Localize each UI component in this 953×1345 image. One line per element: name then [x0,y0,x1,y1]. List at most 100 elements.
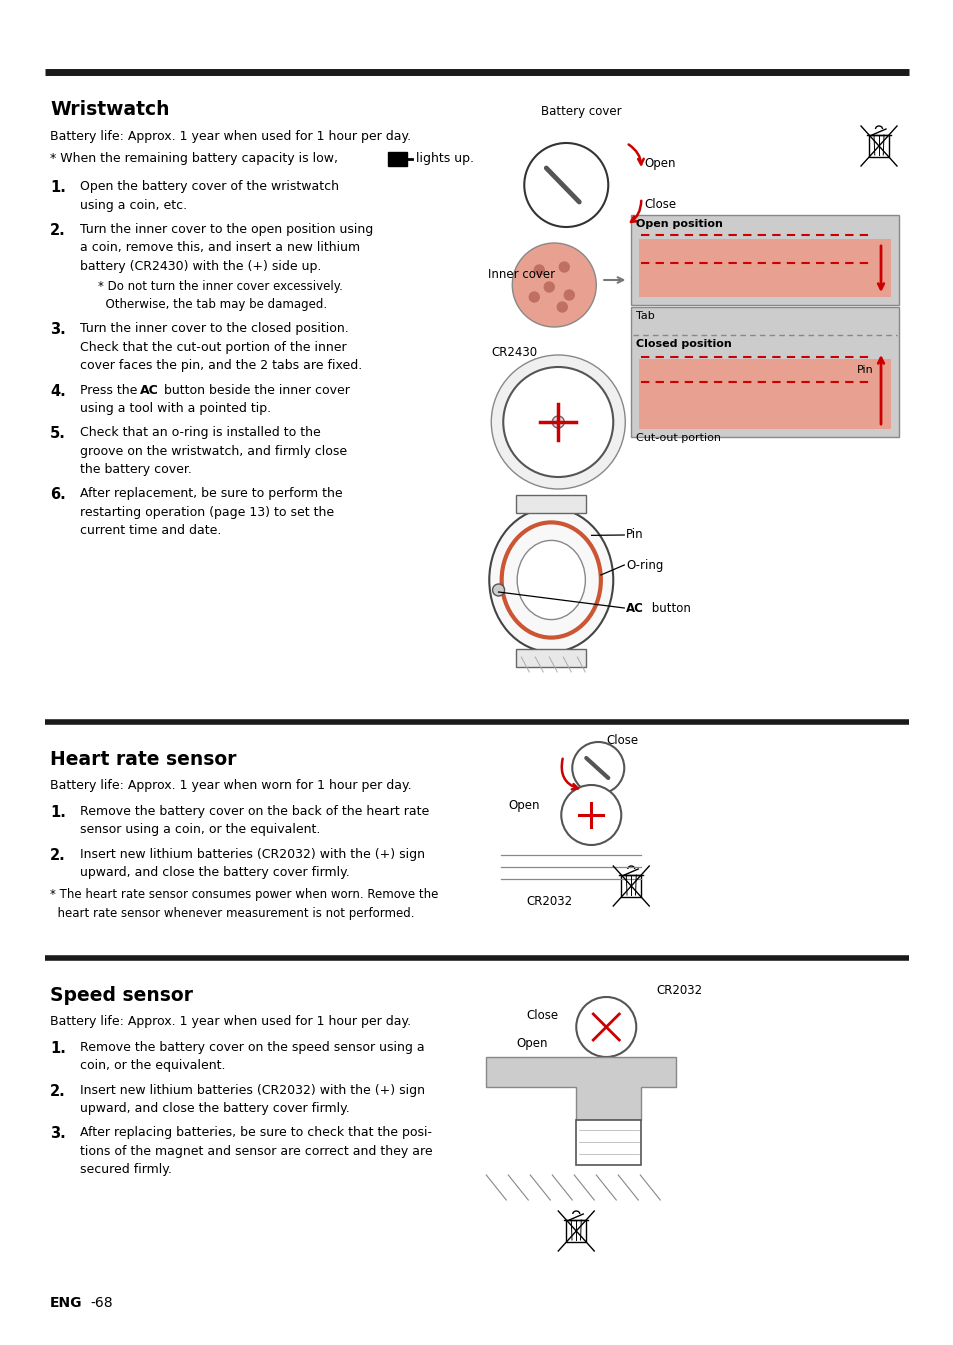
Circle shape [576,997,636,1057]
Circle shape [491,355,624,490]
Text: button: button [648,601,690,615]
Text: 6.: 6. [50,487,66,502]
Text: upward, and close the battery cover firmly.: upward, and close the battery cover firm… [80,866,350,880]
FancyBboxPatch shape [868,134,888,157]
Text: CR2430: CR2430 [491,346,537,359]
FancyBboxPatch shape [631,215,898,305]
Text: 5.: 5. [50,426,66,441]
Text: Otherwise, the tab may be damaged.: Otherwise, the tab may be damaged. [98,299,327,312]
Circle shape [560,785,620,845]
Circle shape [512,243,596,327]
Text: O-ring: O-ring [625,558,663,572]
Text: After replacement, be sure to perform the: After replacement, be sure to perform th… [80,487,342,500]
Text: Close: Close [643,199,676,211]
Text: Remove the battery cover on the speed sensor using a: Remove the battery cover on the speed se… [80,1041,424,1054]
Text: Press the: Press the [80,383,141,397]
Text: upward, and close the battery cover firmly.: upward, and close the battery cover firm… [80,1102,350,1115]
Text: groove on the wristwatch, and firmly close: groove on the wristwatch, and firmly clo… [80,445,347,457]
Text: 2.: 2. [50,1084,66,1099]
Polygon shape [486,1057,676,1120]
Circle shape [529,292,538,303]
Text: CR2032: CR2032 [656,983,701,997]
Text: Turn the inner cover to the open position using: Turn the inner cover to the open positio… [80,222,373,235]
Text: Battery life: Approx. 1 year when worn for 1 hour per day.: Battery life: Approx. 1 year when worn f… [50,779,411,792]
Text: Insert new lithium batteries (CR2032) with the (+) sign: Insert new lithium batteries (CR2032) wi… [80,1084,424,1096]
Text: Open: Open [643,156,675,169]
Text: using a tool with a pointed tip.: using a tool with a pointed tip. [80,402,271,416]
Text: Open: Open [508,799,539,811]
Text: Remove the battery cover on the back of the heart rate: Remove the battery cover on the back of … [80,806,429,818]
Text: Insert new lithium batteries (CR2032) with the (+) sign: Insert new lithium batteries (CR2032) wi… [80,847,424,861]
Ellipse shape [517,541,585,620]
Text: AC: AC [625,601,643,615]
Text: lights up.: lights up. [416,152,474,165]
Circle shape [544,282,554,292]
Text: Check that an o-ring is installed to the: Check that an o-ring is installed to the [80,426,320,438]
Text: sensor using a coin, or the equivalent.: sensor using a coin, or the equivalent. [80,823,320,837]
Circle shape [563,291,574,300]
Circle shape [572,742,623,794]
FancyBboxPatch shape [639,239,890,297]
Text: cover faces the pin, and the 2 tabs are fixed.: cover faces the pin, and the 2 tabs are … [80,359,362,373]
Text: After replacing batteries, be sure to check that the posi-: After replacing batteries, be sure to ch… [80,1126,432,1139]
Text: the battery cover.: the battery cover. [80,463,192,476]
Text: Tab: Tab [636,311,655,321]
Circle shape [492,584,504,596]
FancyBboxPatch shape [576,1120,640,1165]
FancyBboxPatch shape [388,152,407,165]
Text: 3.: 3. [50,323,66,338]
Text: using a coin, etc.: using a coin, etc. [80,199,187,211]
Text: 3.: 3. [50,1126,66,1141]
Text: a coin, remove this, and insert a new lithium: a coin, remove this, and insert a new li… [80,241,359,254]
Circle shape [524,143,608,227]
Text: 4.: 4. [50,383,66,398]
Text: Close: Close [606,733,638,746]
Text: Open position: Open position [636,219,722,229]
Text: Cut-out portion: Cut-out portion [636,433,720,443]
Text: coin, or the equivalent.: coin, or the equivalent. [80,1060,225,1072]
Text: -68: -68 [90,1297,112,1310]
Text: * When the remaining battery capacity is low,: * When the remaining battery capacity is… [50,152,337,165]
Text: ENG: ENG [50,1297,82,1310]
Text: heart rate sensor whenever measurement is not performed.: heart rate sensor whenever measurement i… [50,907,414,920]
Text: Closed position: Closed position [636,339,731,348]
Text: Wristwatch: Wristwatch [50,100,170,118]
Text: Turn the inner cover to the closed position.: Turn the inner cover to the closed posit… [80,323,349,335]
Text: secured firmly.: secured firmly. [80,1163,172,1176]
FancyBboxPatch shape [639,359,890,429]
Text: restarting operation (page 13) to set the: restarting operation (page 13) to set th… [80,506,334,519]
Text: Open the battery cover of the wristwatch: Open the battery cover of the wristwatch [80,180,338,192]
Text: 1.: 1. [50,1041,66,1056]
Text: Battery life: Approx. 1 year when used for 1 hour per day.: Battery life: Approx. 1 year when used f… [50,130,411,143]
Text: button beside the inner cover: button beside the inner cover [160,383,350,397]
Text: * The heart rate sensor consumes power when worn. Remove the: * The heart rate sensor consumes power w… [50,888,438,901]
Circle shape [557,303,567,312]
Text: Inner cover: Inner cover [488,269,555,281]
FancyBboxPatch shape [631,307,898,437]
Circle shape [503,367,613,477]
Text: Pin: Pin [856,364,873,375]
Text: Check that the cut-out portion of the inner: Check that the cut-out portion of the in… [80,340,346,354]
Circle shape [534,265,544,274]
Text: battery (CR2430) with the (+) side up.: battery (CR2430) with the (+) side up. [80,260,321,273]
FancyBboxPatch shape [516,495,586,512]
FancyBboxPatch shape [566,1220,586,1241]
Text: 2.: 2. [50,222,66,238]
Circle shape [552,416,563,428]
Text: * Do not turn the inner cover excessively.: * Do not turn the inner cover excessivel… [98,280,342,293]
Text: Battery life: Approx. 1 year when used for 1 hour per day.: Battery life: Approx. 1 year when used f… [50,1015,411,1028]
Text: AC: AC [140,383,158,397]
Circle shape [558,262,569,272]
Text: Speed sensor: Speed sensor [50,986,193,1005]
FancyBboxPatch shape [620,876,640,897]
Text: current time and date.: current time and date. [80,525,221,537]
Ellipse shape [489,508,613,652]
Text: Battery cover: Battery cover [540,105,621,118]
Text: tions of the magnet and sensor are correct and they are: tions of the magnet and sensor are corre… [80,1145,432,1158]
FancyBboxPatch shape [516,650,586,667]
Text: Pin: Pin [625,529,643,542]
Text: Close: Close [526,1009,558,1021]
Text: 2.: 2. [50,847,66,862]
Text: 1.: 1. [50,806,66,820]
Text: Open: Open [516,1037,547,1049]
